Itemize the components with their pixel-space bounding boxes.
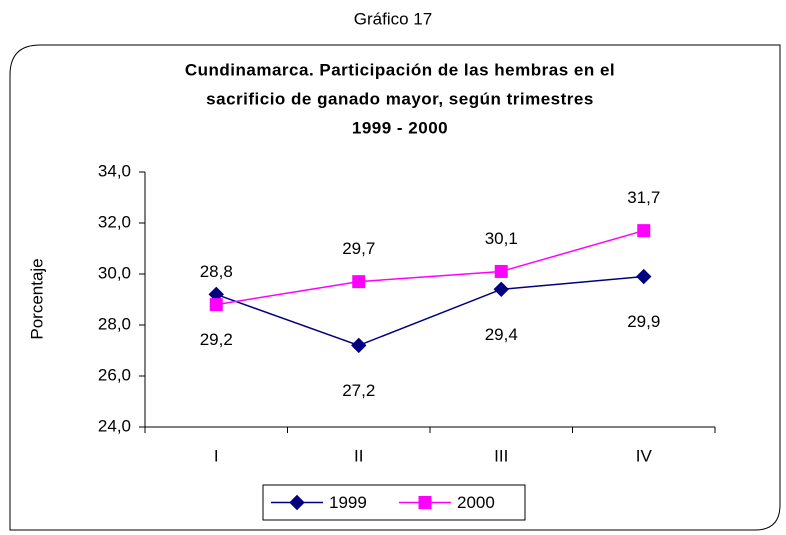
marker (209, 298, 223, 312)
marker (493, 281, 509, 298)
data-label: 29,9 (627, 312, 660, 331)
y-tick-label: 34,0 (98, 161, 131, 180)
caption: Gráfico 17 (354, 9, 432, 28)
y-axis-label: Porcentaje (27, 258, 46, 339)
data-label: 29,7 (342, 239, 375, 258)
legend-label: 2000 (457, 493, 495, 512)
data-label: 31,7 (627, 188, 660, 207)
x-tick-label: III (494, 446, 508, 465)
chart-title: sacrificio de ganado mayor, según trimes… (206, 89, 594, 108)
marker (351, 337, 367, 354)
marker (636, 268, 652, 285)
marker (289, 494, 305, 511)
chart-frame (9, 44, 781, 531)
data-label: 29,4 (485, 325, 518, 344)
data-label: 30,1 (485, 229, 518, 248)
marker (494, 264, 508, 278)
y-tick-label: 24,0 (98, 416, 131, 435)
data-label: 27,2 (342, 381, 375, 400)
y-tick-label: 32,0 (98, 212, 131, 231)
chart-title: 1999 - 2000 (352, 118, 448, 137)
x-tick-label: I (214, 446, 219, 465)
data-label: 29,2 (200, 330, 233, 349)
marker (637, 224, 651, 238)
series-line (215, 275, 644, 347)
chart-title: Cundinamarca. Participación de las hembr… (185, 60, 615, 79)
series-line (216, 229, 644, 306)
y-tick-label: 26,0 (98, 365, 131, 384)
marker (418, 496, 432, 509)
y-tick-label: 30,0 (98, 263, 131, 282)
legend-label: 1999 (329, 493, 367, 512)
x-tick-label: IV (636, 446, 653, 465)
marker (352, 275, 366, 289)
x-tick-label: II (354, 446, 363, 465)
data-label: 28,8 (200, 262, 233, 281)
y-tick-label: 28,0 (98, 314, 131, 333)
